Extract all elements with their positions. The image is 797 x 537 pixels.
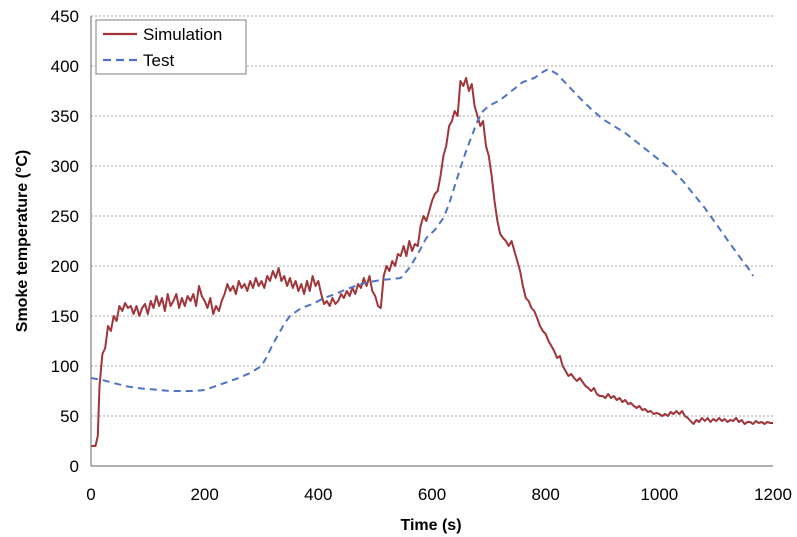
- y-tick-label: 450: [51, 7, 79, 26]
- series-line-simulation: [91, 77, 773, 447]
- series-layer: [90, 68, 773, 447]
- y-tick-label: 300: [51, 157, 79, 176]
- y-tick-label: 200: [51, 257, 79, 276]
- legend-label-simulation: Simulation: [143, 25, 222, 44]
- y-tick-label: 0: [70, 457, 79, 476]
- y-axis-title: Smoke temperature (°C): [14, 150, 31, 332]
- legend-box: [95, 19, 247, 75]
- x-tick-label: 0: [86, 485, 95, 504]
- axes: [90, 16, 773, 467]
- y-tick-label: 400: [51, 57, 79, 76]
- x-axis-title: Time (s): [400, 517, 461, 534]
- y-tick-label: 250: [51, 207, 79, 226]
- x-tick-label: 1000: [640, 485, 678, 504]
- y-tick-label: 50: [60, 407, 79, 426]
- y-tick-label: 150: [51, 307, 79, 326]
- x-tick-label: 600: [418, 485, 446, 504]
- y-tick-label: 100: [51, 357, 79, 376]
- legend: Simulation Test: [95, 19, 247, 75]
- x-tick-label: 1200: [754, 485, 792, 504]
- legend-label-test: Test: [143, 51, 174, 70]
- x-tick-label: 800: [531, 485, 559, 504]
- x-tick-labels: 0 200 400 600 800 1000 1200: [86, 485, 792, 504]
- x-tick-label: 200: [190, 485, 218, 504]
- y-tick-label: 350: [51, 107, 79, 126]
- series-line-test: [90, 68, 754, 392]
- y-tick-labels: 0 50 100 150 200 250 300 350 400 450: [51, 7, 79, 476]
- x-tick-label: 400: [304, 485, 332, 504]
- gridlines: [91, 15, 773, 417]
